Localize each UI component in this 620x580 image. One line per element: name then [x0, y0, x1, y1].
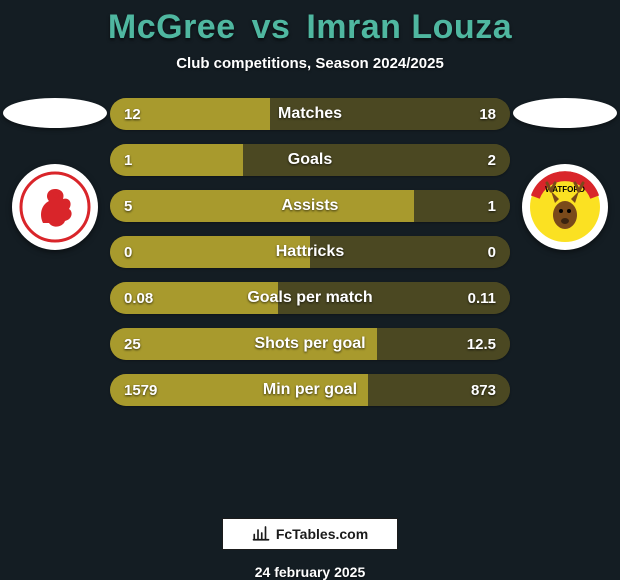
chart-icon	[252, 524, 270, 545]
title-player1: McGree	[108, 8, 236, 46]
title-vs: vs	[252, 8, 291, 46]
attribution-text: FcTables.com	[276, 526, 368, 542]
stat-bar-player2	[270, 98, 510, 130]
attribution-badge[interactable]: FcTables.com	[222, 518, 398, 550]
player2-flag-oval	[513, 98, 617, 128]
stat-row: 00Hattricks	[110, 236, 510, 268]
stat-row: 51Assists	[110, 190, 510, 222]
stat-bar-player2	[310, 236, 510, 268]
stat-bar-player1	[110, 144, 243, 176]
player1-side-column	[0, 98, 110, 250]
stat-bar-player2	[368, 374, 510, 406]
stat-bar-player1	[110, 282, 278, 314]
page-title: McGree vs Imran Louza	[108, 8, 512, 47]
stat-bar-player1	[110, 98, 270, 130]
stat-bar-player2	[243, 144, 510, 176]
middlesbrough-badge-icon	[19, 171, 91, 243]
stat-row: 2512.5Shots per goal	[110, 328, 510, 360]
stat-row: 1579873Min per goal	[110, 374, 510, 406]
player1-club-badge	[12, 164, 98, 250]
title-player2: Imran Louza	[306, 8, 512, 46]
stat-bar-player1	[110, 190, 414, 222]
stat-bar-player2	[377, 328, 510, 360]
stat-bar-player1	[110, 236, 310, 268]
player2-side-column: WATFORD	[510, 98, 620, 250]
stat-row: 1218Matches	[110, 98, 510, 130]
player1-flag-oval	[3, 98, 107, 128]
stat-row: 0.080.11Goals per match	[110, 282, 510, 314]
stat-bar-player1	[110, 374, 368, 406]
stat-row: 12Goals	[110, 144, 510, 176]
content-area: WATFORD 1218Matches 12Goals 51Assists 00Hat…	[0, 98, 620, 498]
date-line: 24 february 2025	[255, 564, 366, 580]
stat-bar-player1	[110, 328, 377, 360]
stat-bar-player2	[278, 282, 510, 314]
stat-bar-player2	[414, 190, 510, 222]
subtitle: Club competitions, Season 2024/2025	[176, 55, 444, 72]
comparison-stage: McGree vs Imran Louza Club competitions,…	[0, 0, 620, 580]
stat-bars: 1218Matches 12Goals 51Assists 00Hattricks 0.…	[110, 98, 510, 406]
watford-badge-icon: WATFORD	[529, 171, 601, 243]
player2-club-badge: WATFORD	[522, 164, 608, 250]
